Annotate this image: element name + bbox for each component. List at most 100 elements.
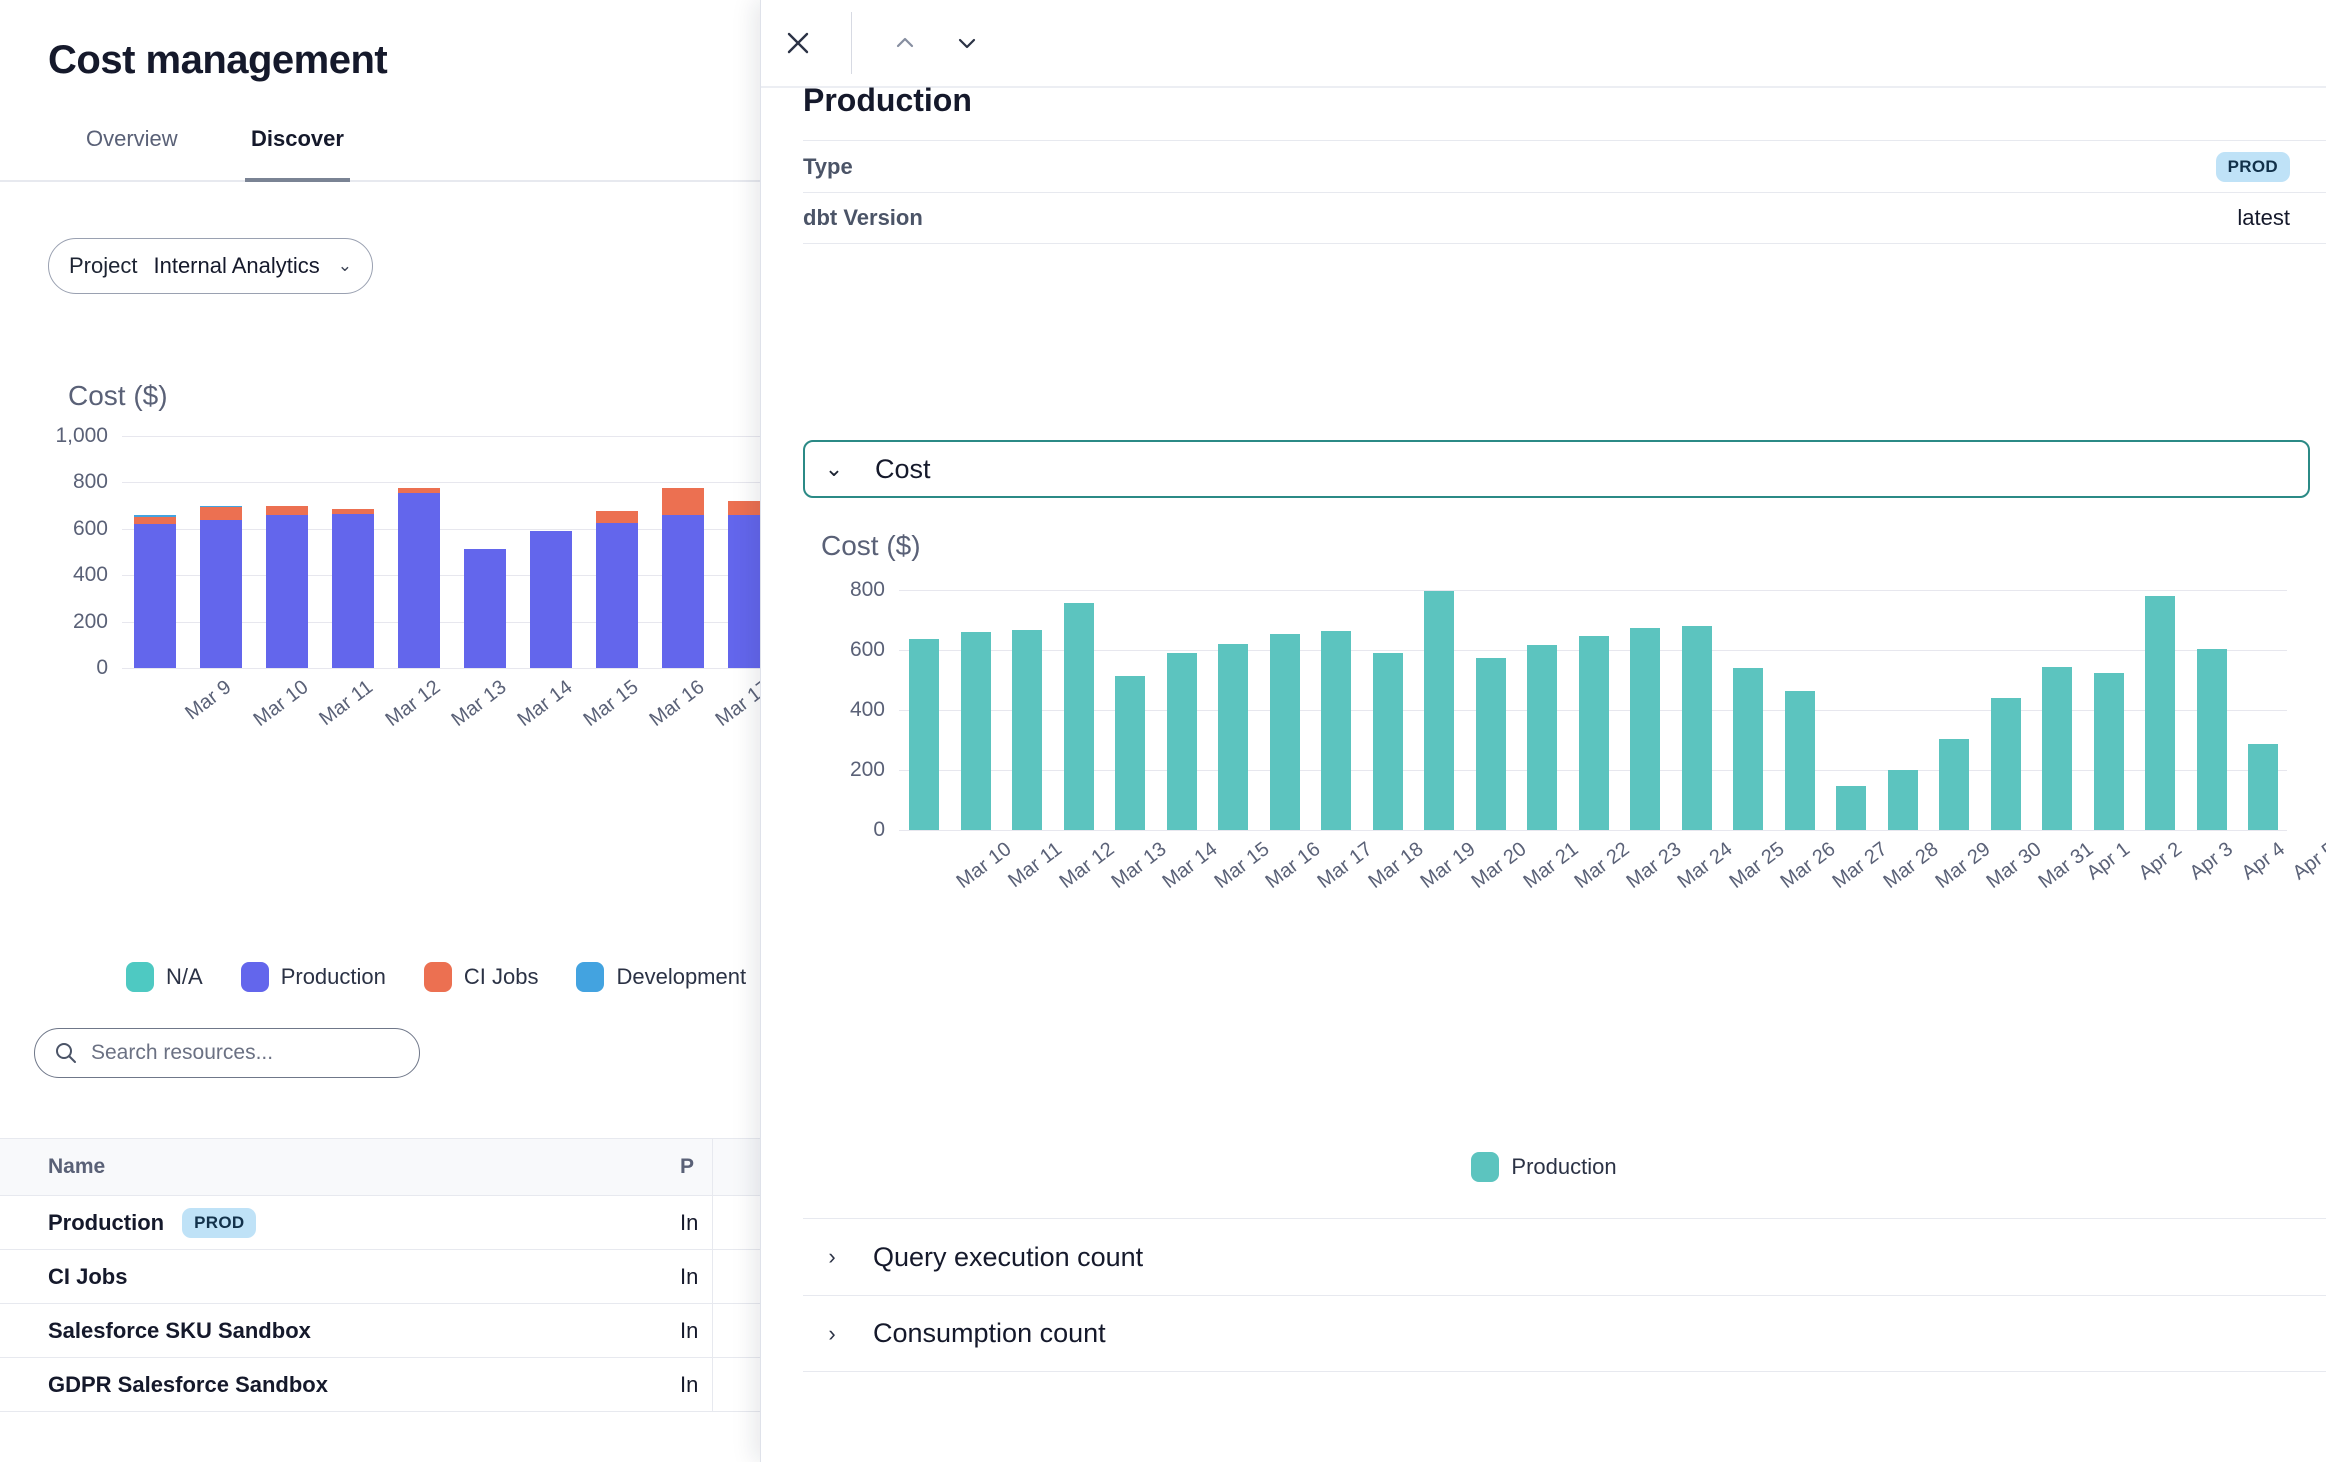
cell-name: GDPR Salesforce Sandbox [0,1372,680,1398]
resource-name: Production [48,1209,165,1235]
meta-key: dbt Version [803,205,923,230]
chevron-right-icon: › [828,1244,836,1269]
left-chart-legend: N/A Production CI Jobs Development [0,962,780,992]
gridline [122,436,780,437]
bar[interactable] [2042,666,2072,830]
accordion-cost[interactable]: ⌄ Cost [803,440,2310,498]
table-body: Production PROD In CI Jobs In Salesforce SKU … [0,1196,780,1412]
bar[interactable] [1836,785,1866,830]
cell-project: In [680,1263,699,1289]
status-badge: PROD [182,1207,257,1238]
bar[interactable] [1115,675,1145,830]
bar[interactable] [1012,629,1042,830]
legend-item[interactable]: Development [576,962,746,992]
bar-segment [266,505,308,515]
bar[interactable] [1733,668,1763,830]
bar[interactable] [1218,644,1248,830]
legend-label: Production [280,964,386,989]
legend-swatch [126,962,154,992]
project-filter-dropdown[interactable]: Project Internal Analytics ⌄ [48,238,374,294]
gridline [122,621,780,623]
x-axis-tick: Mar 26 [1776,838,1840,894]
bar[interactable] [960,632,991,830]
panel-cost-chart: Cost ($) 0 200 400 600 800 Mar 10 Mar 11 Mar 12… [761,530,2326,893]
resource-name: Salesforce SKU Sandbox [48,1317,311,1343]
bar[interactable] [1630,628,1660,830]
legend-item[interactable]: Production [240,962,386,992]
x-axis-tick: Mar 15 [1210,838,1273,894]
panel-chart-title: Cost ($) [821,530,921,561]
bar[interactable] [2248,743,2278,830]
bar[interactable] [1321,630,1351,830]
bar[interactable] [1424,590,1454,830]
table-header-row: Name P [0,1138,780,1412]
chevron-down-icon[interactable] [936,12,998,74]
column-divider [712,1358,713,1411]
accordion-consumption-count[interactable]: › Consumption count [803,1295,2326,1372]
gridline [122,528,780,530]
tab-overview[interactable]: Overview [86,126,178,151]
table-row[interactable]: Salesforce SKU Sandbox In [0,1304,780,1358]
close-icon[interactable] [767,12,829,74]
bar-segment [728,500,770,515]
bar[interactable] [2196,649,2227,830]
column-divider [712,1196,713,1249]
bar[interactable] [1990,698,2021,830]
bar[interactable] [1681,626,1712,830]
search-icon [56,1043,76,1063]
tab-discover[interactable]: Discover [245,120,350,182]
x-axis-tick: Mar 19 [1416,838,1479,894]
bar-segment [266,514,308,668]
search-input[interactable]: Search resources... [34,1028,420,1078]
detail-panel: Production Type PROD dbt Version latest … [760,0,2326,1462]
x-axis-tick: Apr 3 [2185,838,2238,885]
bar[interactable] [1475,658,1506,830]
legend-item[interactable]: N/A [126,962,203,992]
y-axis-tick: 600 [72,516,108,540]
legend-label: N/A [166,964,203,989]
legend-item[interactable]: Production [1471,1152,1617,1182]
bar[interactable] [1939,738,1969,830]
x-axis-tick: Mar 11 [1003,838,1066,893]
chevron-up-icon[interactable] [874,12,936,74]
tab-bar: Overview Discover [0,120,780,182]
bar[interactable] [2145,596,2175,830]
y-axis-tick: 800 [72,470,108,494]
y-axis-tick: 800 [849,578,885,601]
bar[interactable] [1063,602,1094,830]
table-row[interactable]: Production PROD In [0,1196,780,1250]
legend-item[interactable]: CI Jobs [423,962,538,992]
toolbar-divider [851,12,852,74]
panel-chart-plot-area: 0 200 400 600 800 Mar 10 Mar 11 Mar 12 Mar 13 Mar… [850,578,2326,893]
left-chart-title: Cost ($) [68,380,168,411]
bar[interactable] [1372,653,1403,830]
table-row[interactable]: GDPR Salesforce Sandbox In [0,1358,780,1412]
y-axis-tick: 400 [72,563,108,587]
bar-segment [530,530,572,668]
bar[interactable] [1269,633,1300,830]
y-axis-tick: 200 [849,758,885,781]
bar[interactable] [1527,644,1557,830]
column-header-project[interactable]: P [680,1155,695,1178]
legend-swatch [1471,1152,1500,1182]
meta-key: Type [803,153,853,179]
x-axis-tick: Mar 25 [1725,838,1788,894]
x-axis-tick: Apr 4 [2237,838,2289,885]
x-axis-tick: Mar 9 [181,676,236,725]
x-axis-tick: Mar 16 [645,676,709,732]
project-filter-label: Project [69,253,138,278]
bar[interactable] [1578,635,1609,830]
bar[interactable] [1166,653,1197,830]
panel-title: Production [803,82,972,118]
column-divider [712,1304,713,1357]
column-header-name[interactable]: Name [48,1155,106,1178]
x-axis-tick: Mar 20 [1467,838,1531,894]
x-axis-tick: Mar 14 [1158,838,1222,894]
bar[interactable] [1887,770,1918,830]
x-axis-tick: Apr 1 [2082,838,2135,885]
bar[interactable] [2093,672,2124,830]
bar[interactable] [909,638,939,830]
table-row[interactable]: CI Jobs In [0,1250,780,1304]
accordion-query-execution-count[interactable]: › Query execution count [803,1218,2326,1295]
bar[interactable] [1784,691,1815,830]
